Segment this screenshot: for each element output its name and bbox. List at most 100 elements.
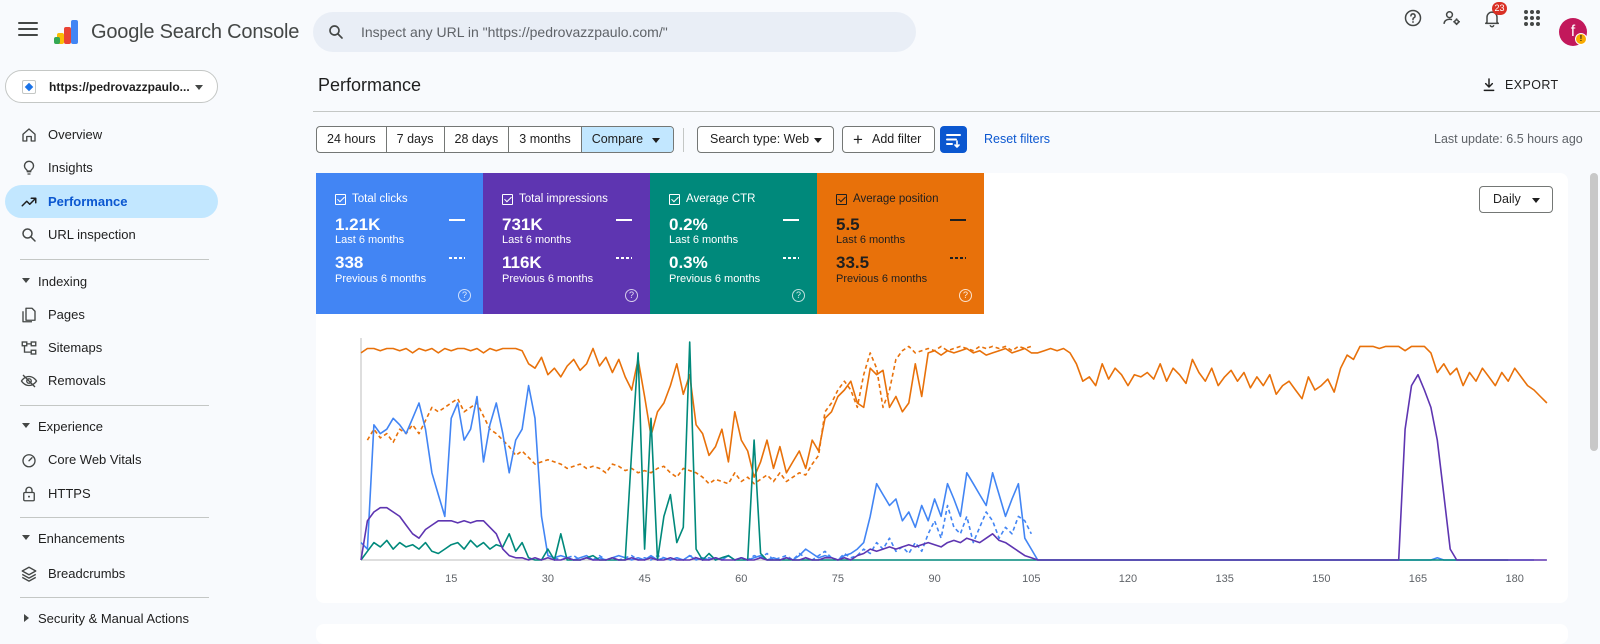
range-24-hours[interactable]: 24 hours xyxy=(317,127,387,152)
x-tick-label: 30 xyxy=(542,573,554,585)
checkbox-checked-icon[interactable] xyxy=(502,194,513,205)
sidebar-section-label: Experience xyxy=(38,419,104,434)
metric-label: Average position xyxy=(853,193,939,205)
search-icon xyxy=(329,25,343,39)
notifications-icon[interactable]: 23 xyxy=(1474,0,1510,36)
range-7-days[interactable]: 7 days xyxy=(387,127,445,152)
metric-previous-value: 0.3% xyxy=(669,253,708,272)
sidebar-section-label: Enhancements xyxy=(38,531,125,546)
sidebar-item-label: Core Web Vitals xyxy=(48,452,142,467)
x-tick-label: 45 xyxy=(638,573,650,585)
metric-previous-value: 338 xyxy=(335,253,364,272)
metric-previous-period: Previous 6 months xyxy=(836,273,928,285)
x-tick-label: 15 xyxy=(445,573,457,585)
add-filter-button[interactable]: + Add filter xyxy=(842,126,935,153)
checkbox-checked-icon[interactable] xyxy=(335,194,346,205)
search-icon xyxy=(22,228,36,242)
sidebar-section-indexing[interactable]: Indexing xyxy=(5,270,218,294)
visibility-off-icon xyxy=(20,374,38,388)
add-filter-label: Add filter xyxy=(872,132,922,146)
property-selector[interactable]: https://pedrovazzpaulo... xyxy=(5,70,218,103)
sidebar-section-label: Security & Manual Actions xyxy=(38,611,190,626)
property-label: https://pedrovazzpaulo... xyxy=(49,80,190,94)
metric-current-period: Last 6 months xyxy=(335,234,405,246)
sidebar-section-security[interactable]: Security & Manual Actions xyxy=(5,607,218,631)
page-title: Performance xyxy=(318,75,422,95)
queries-card xyxy=(316,624,1568,644)
metric-current-period: Last 6 months xyxy=(669,234,739,246)
sidebar-section-experience[interactable]: Experience xyxy=(5,415,218,439)
series-line-average-ctr xyxy=(360,341,1509,561)
range-28-days[interactable]: 28 days xyxy=(445,127,510,152)
range-compare[interactable]: Compare xyxy=(581,127,674,152)
help-icon[interactable]: ? xyxy=(458,289,471,302)
search-type-label: Search type: Web xyxy=(710,132,810,146)
sidebar-item-performance[interactable]: Performance xyxy=(5,185,218,218)
expand-less-icon xyxy=(22,535,30,540)
range-3-months[interactable]: 3 months xyxy=(509,127,582,152)
sidebar-item-label: Performance xyxy=(48,194,128,209)
sidebar-item-core-web-vitals[interactable]: Core Web Vitals xyxy=(5,443,218,476)
help-icon[interactable]: ? xyxy=(792,289,805,302)
scrollbar-thumb[interactable] xyxy=(1590,173,1598,451)
x-tick-label: 60 xyxy=(735,573,747,585)
last-update-text: Last update: 6.5 hours ago xyxy=(1434,132,1583,146)
sidebar-item-sitemaps[interactable]: Sitemaps xyxy=(5,331,218,364)
sidebar-section-label: Indexing xyxy=(38,274,88,289)
sidebar-item-insights[interactable]: Insights xyxy=(5,151,218,184)
sidebar-item-url-inspection[interactable]: URL inspection xyxy=(5,218,218,251)
metric-total-impressions[interactable]: Total impressions 731K Last 6 months 116… xyxy=(483,173,650,314)
sidebar-item-label: Sitemaps xyxy=(48,340,103,355)
sidebar-section-enhancements[interactable]: Enhancements xyxy=(5,527,218,551)
checkbox-checked-icon[interactable] xyxy=(669,194,680,205)
speed-icon xyxy=(22,454,36,468)
apps-grid-icon[interactable] xyxy=(1514,0,1550,36)
trending-up-icon xyxy=(21,197,37,207)
filter-divider xyxy=(683,128,684,152)
sidebar-item-breadcrumbs[interactable]: Breadcrumbs xyxy=(5,557,218,590)
sidebar-item-removals[interactable]: Removals xyxy=(5,364,218,397)
filter-settings-button[interactable] xyxy=(940,126,967,153)
scrollbar[interactable] xyxy=(1588,173,1598,453)
plus-icon: + xyxy=(853,130,863,149)
help-icon[interactable]: ? xyxy=(959,289,972,302)
sidebar-item-label: Pages xyxy=(48,307,85,322)
metric-current-value: 731K xyxy=(502,215,543,234)
dashed-line-legend xyxy=(616,257,632,259)
home-icon xyxy=(22,128,36,142)
metric-average-ctr[interactable]: Average CTR 0.2% Last 6 months 0.3% Prev… xyxy=(650,173,817,314)
x-tick-label: 75 xyxy=(832,573,844,585)
chevron-down-icon xyxy=(195,85,203,90)
metric-total-clicks[interactable]: Total clicks 1.21K Last 6 months 338 Pre… xyxy=(316,173,483,314)
x-tick-label: 165 xyxy=(1409,573,1427,585)
menu-icon[interactable] xyxy=(18,22,38,38)
metric-current-value: 1.21K xyxy=(335,215,381,234)
solid-line-legend xyxy=(783,219,799,221)
metric-current-value: 0.2% xyxy=(669,215,708,234)
granularity-dropdown[interactable]: Daily xyxy=(1479,186,1553,213)
reset-filters-link[interactable]: Reset filters xyxy=(984,132,1050,146)
sidebar-item-pages[interactable]: Pages xyxy=(5,298,218,331)
search-type-filter[interactable]: Search type: Web xyxy=(697,126,834,153)
download-icon[interactable] xyxy=(1481,77,1497,93)
x-tick-label: 105 xyxy=(1022,573,1040,585)
sidebar-item-https[interactable]: HTTPS xyxy=(5,477,218,510)
url-inspect-input[interactable] xyxy=(361,12,901,52)
solid-line-legend xyxy=(950,219,966,221)
x-tick-label: 180 xyxy=(1505,573,1523,585)
help-icon[interactable] xyxy=(1395,0,1431,36)
metric-average-position[interactable]: Average position 5.5 Last 6 months 33.5 … xyxy=(817,173,984,314)
tune-icon xyxy=(946,134,961,149)
sidebar-divider xyxy=(20,597,209,598)
help-icon[interactable]: ? xyxy=(625,289,638,302)
export-button[interactable]: EXPORT xyxy=(1505,78,1559,92)
sidebar-item-label: Overview xyxy=(48,127,103,142)
manage-users-icon[interactable] xyxy=(1434,0,1470,36)
url-inspect-search[interactable] xyxy=(313,12,916,52)
x-tick-label: 90 xyxy=(928,573,940,585)
metric-previous-value: 116K xyxy=(502,253,542,272)
sidebar-item-overview[interactable]: Overview xyxy=(5,118,218,151)
checkbox-checked-icon[interactable] xyxy=(836,194,847,205)
metric-label: Average CTR xyxy=(686,193,756,205)
metric-previous-period: Previous 6 months xyxy=(669,273,761,285)
